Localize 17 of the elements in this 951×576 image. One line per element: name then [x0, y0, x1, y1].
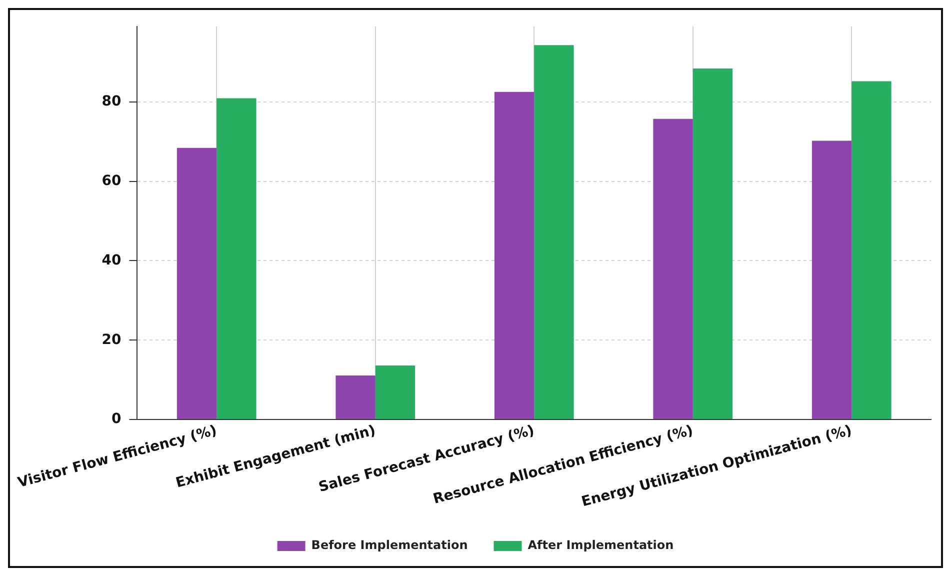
- bar: [692, 68, 733, 420]
- y-tick-label: 20: [102, 332, 122, 348]
- legend-label: Before Implementation: [311, 538, 468, 552]
- bar: [176, 148, 217, 420]
- bar: [494, 92, 534, 420]
- bar: [534, 45, 574, 420]
- bar: [852, 81, 892, 420]
- y-tick-label: 60: [102, 172, 122, 189]
- bar: [216, 98, 256, 420]
- bar: [336, 375, 376, 420]
- bar: [653, 118, 693, 420]
- y-tick-label: 0: [111, 411, 122, 428]
- legend-label: After Implementation: [528, 538, 674, 552]
- bar: [375, 366, 416, 420]
- bar: [812, 140, 852, 420]
- y-tick-label: 80: [102, 93, 122, 110]
- y-tick-label: 40: [102, 252, 122, 268]
